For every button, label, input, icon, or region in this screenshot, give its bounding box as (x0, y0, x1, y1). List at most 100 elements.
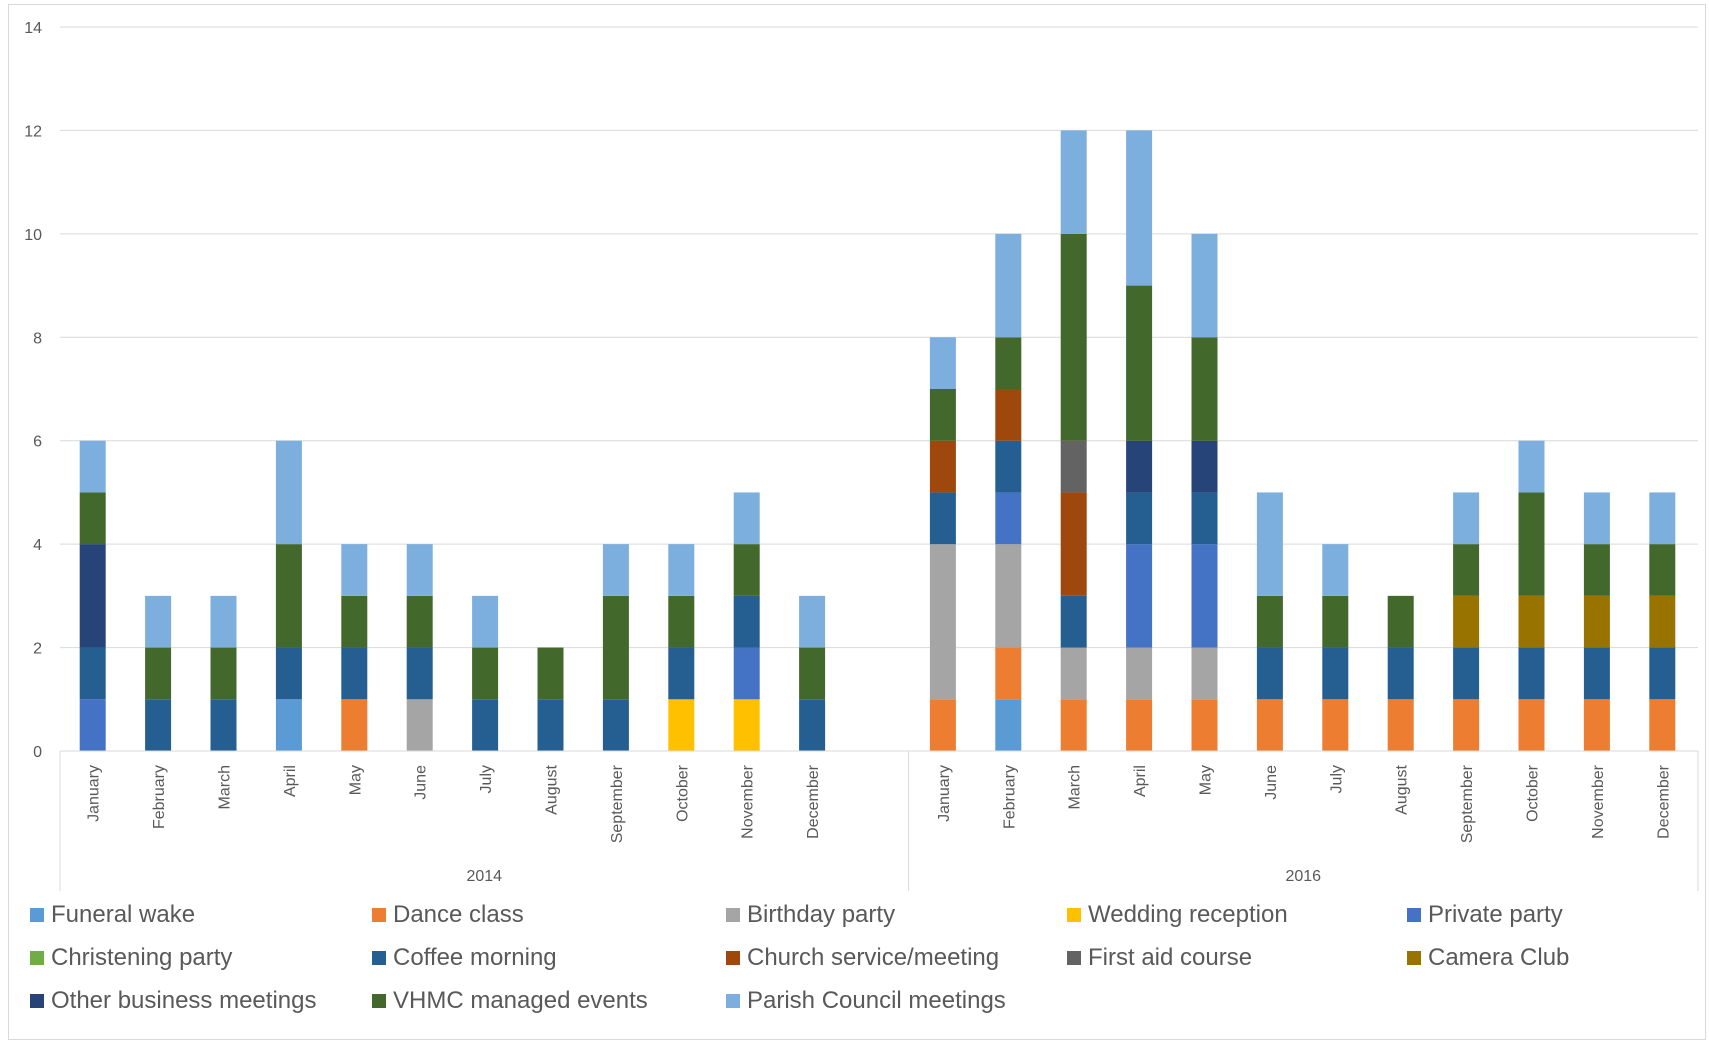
legend-item: Birthday party (726, 900, 895, 930)
bar-segment (1453, 595, 1480, 648)
bar-segment (733, 492, 760, 545)
bar-segment (1453, 544, 1480, 596)
x-tick-label: February (1001, 765, 1018, 829)
bar-segment (406, 595, 433, 648)
bar-segment (1649, 699, 1676, 751)
axes: 0 2 4 6 8 10 12 14 January February March April May J… (24, 20, 1699, 891)
legend-item: First aid course (1067, 943, 1252, 973)
bar-segment (929, 389, 956, 441)
bar-segment (1060, 647, 1087, 700)
bar-segment (537, 699, 564, 751)
legend-swatch (372, 994, 386, 1008)
bar-segment (341, 544, 368, 596)
y-tick-label: 4 (33, 537, 42, 554)
bar-segment (406, 544, 433, 596)
bar-segment (1256, 647, 1283, 700)
bar-segment (79, 699, 106, 751)
bar-segment (929, 699, 956, 751)
bar-segment (145, 699, 172, 751)
x-tick-label: October (1525, 764, 1542, 822)
bar-segment (668, 595, 695, 648)
bar-segment (668, 647, 695, 700)
bar-segment (275, 647, 302, 700)
x-tick-label: February (151, 765, 168, 829)
bar-segment (1518, 595, 1545, 648)
legend-label: Dance class (393, 901, 524, 928)
bar-segment (1060, 233, 1087, 441)
chart-area (8, 4, 1706, 1040)
legend-label: Camera Club (1428, 944, 1570, 971)
legend-item: Parish Council meetings (726, 986, 1006, 1016)
legend-item: Church service/meeting (726, 943, 999, 973)
x-tick-label: May (1198, 765, 1215, 795)
bar-segment (1191, 337, 1218, 441)
bar-segment (341, 699, 368, 751)
y-tick-label: 12 (24, 123, 42, 140)
bar-segment (1126, 492, 1153, 545)
legend-item: Camera Club (1407, 943, 1569, 973)
bar-segment (929, 544, 956, 700)
bar-segment (1518, 699, 1545, 751)
legend-label: Coffee morning (393, 944, 557, 971)
bar-segment (79, 647, 106, 700)
bar-segment (406, 647, 433, 700)
bar-segment (602, 595, 629, 700)
x-tick-label: May (347, 765, 364, 795)
x-tick-label: September (1459, 764, 1476, 843)
bar-segment (79, 492, 106, 545)
bar-segment (1583, 595, 1610, 648)
bar-segment (1387, 647, 1414, 700)
legend-item: Other business meetings (30, 986, 316, 1016)
x-tick-label: December (805, 764, 822, 838)
bar-segment (275, 544, 302, 648)
y-tick-label: 14 (24, 20, 42, 37)
bar-segment (733, 647, 760, 700)
bar-segment (995, 389, 1022, 441)
legend-item: Christening party (30, 943, 232, 973)
y-tick-label: 6 (33, 434, 42, 451)
bar-segment (1191, 233, 1218, 338)
bar-segment (1126, 544, 1153, 648)
bar-segment (1649, 595, 1676, 648)
y-tick-label: 0 (33, 744, 42, 761)
bar-segment (1322, 544, 1349, 596)
group-label: 2014 (466, 868, 502, 885)
x-tick-label: October (674, 764, 691, 822)
bar-segment (1453, 492, 1480, 545)
legend: Funeral wake Dance class Birthday party Wed… (30, 900, 1690, 1035)
legend-swatch (30, 994, 44, 1008)
bar-segment (210, 595, 237, 648)
x-tick-label: November (740, 764, 757, 838)
bar-segment (1060, 595, 1087, 648)
legend-swatch (372, 908, 386, 922)
bar-segment (799, 699, 826, 751)
bar-segment (995, 544, 1022, 648)
legend-label: Christening party (51, 944, 233, 971)
bar-segment (341, 595, 368, 648)
bar-segment (602, 699, 629, 751)
bar-segment (799, 595, 826, 648)
y-tick-label: 2 (33, 641, 42, 658)
x-tick-label: June (413, 765, 430, 800)
x-tick-label: April (1132, 765, 1149, 797)
legend-item: Dance class (372, 900, 524, 930)
x-tick-label: July (478, 765, 495, 793)
bar-segment (1322, 699, 1349, 751)
legend-label: Birthday party (747, 901, 896, 928)
x-tick-label: July (1328, 765, 1345, 793)
bar-segment (1649, 492, 1676, 545)
bar-segment (1387, 699, 1414, 751)
legend-label: Private party (1428, 901, 1563, 928)
legend-swatch (1067, 951, 1081, 965)
bar-segment (929, 492, 956, 545)
legend-label: First aid course (1088, 944, 1253, 971)
bar-segment (733, 595, 760, 648)
legend-item: Wedding reception (1067, 900, 1288, 930)
legend-label: Parish Council meetings (747, 987, 1006, 1014)
legend-swatch (726, 908, 740, 922)
bar-segment (929, 440, 956, 493)
x-tick-label: August (1394, 764, 1411, 814)
bar-segment (995, 233, 1022, 338)
x-tick-label: June (1263, 765, 1280, 800)
